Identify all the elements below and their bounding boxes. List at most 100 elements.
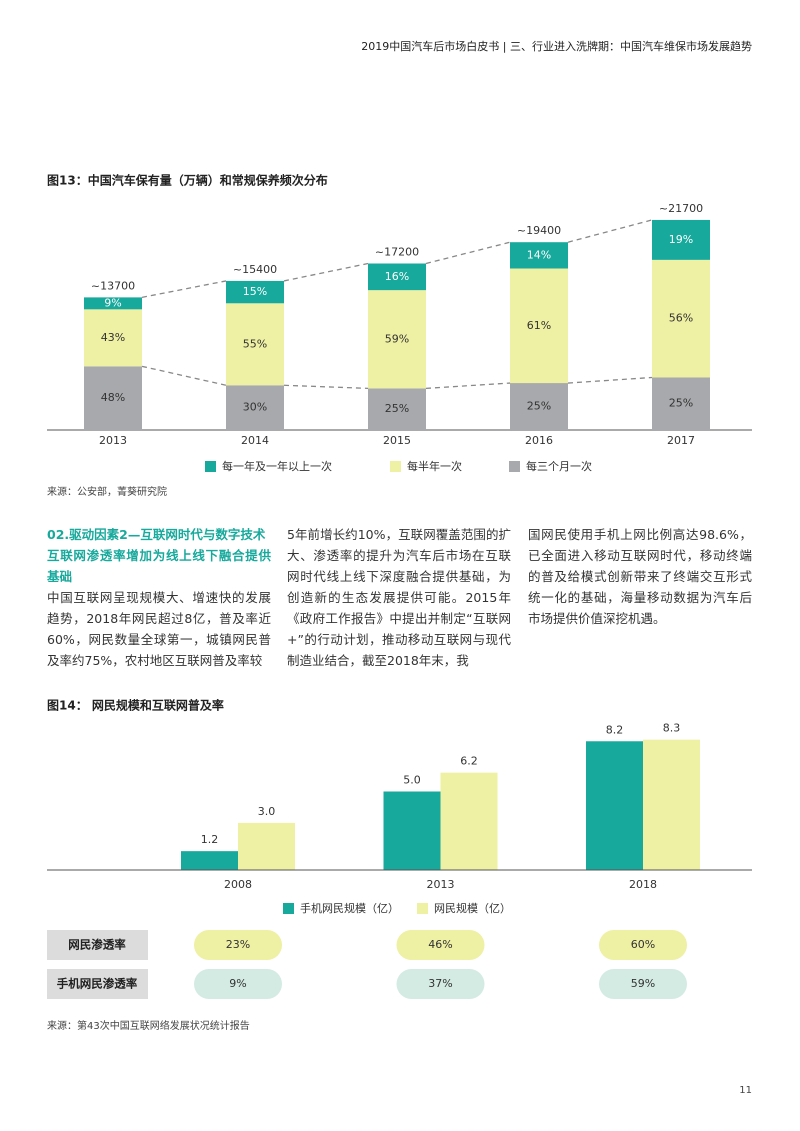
pill: [599, 930, 687, 960]
x-tick-label: 2014: [241, 434, 269, 447]
value-label: 15%: [243, 285, 267, 298]
connector-line: [283, 262, 369, 282]
bar-segment: [510, 383, 568, 430]
total-label: ~17200: [375, 246, 419, 259]
section-heading: 02.驱动因素2—互联网时代与数字技术: [47, 527, 266, 542]
value-label: 25%: [385, 402, 409, 415]
chart-title: 图14： 网民规模和互联网普及率: [47, 698, 224, 713]
value-label: 6.2: [460, 755, 478, 768]
bar-segment: [84, 366, 142, 430]
value-label: 9%: [104, 296, 121, 309]
value-label: 3.0: [258, 805, 276, 818]
row-label: 手机网民渗透率: [57, 977, 138, 991]
value-label: 5.0: [403, 774, 421, 787]
legend-swatch: [417, 903, 428, 914]
legend-swatch: [509, 461, 520, 472]
legend-label: 网民规模（亿）: [434, 901, 511, 915]
connector-line: [425, 241, 511, 265]
bar-segment: [226, 303, 284, 386]
connector-line: [283, 384, 369, 390]
value-label: 43%: [101, 331, 125, 344]
section-subheading: 互联网渗透率增加为线上线下融合提供基础: [47, 548, 271, 584]
bar-segment: [84, 309, 142, 367]
pill: [599, 969, 687, 999]
bar-segment: [652, 219, 710, 260]
legend-label: 每一年及一年以上一次: [222, 459, 332, 473]
value-label: 30%: [243, 401, 267, 414]
connector-line: [567, 219, 653, 243]
row-label: 网民渗透率: [68, 938, 126, 952]
value-label: 25%: [527, 400, 551, 413]
bar-segment: [226, 280, 284, 304]
bar-segment: [84, 297, 142, 310]
bar: [643, 739, 700, 870]
legend-swatch: [283, 903, 294, 914]
bar: [586, 741, 643, 870]
value-label: 56%: [669, 312, 693, 325]
value-label: 8.3: [663, 722, 681, 735]
table-cell: 37%: [428, 977, 452, 990]
value-label: 25%: [669, 397, 693, 410]
row-label-box: [47, 969, 148, 999]
page-number: 11: [739, 1085, 752, 1096]
table-cell: 23%: [226, 938, 250, 951]
value-label: 14%: [527, 248, 551, 261]
value-label: 16%: [385, 270, 409, 283]
bar-segment: [652, 377, 710, 430]
table-cell: 9%: [229, 977, 246, 990]
connector-line: [141, 365, 227, 386]
value-label: 8.2: [606, 723, 624, 736]
pill: [396, 969, 485, 999]
paragraph: 5年前增长约10%，互联网覆盖范围的扩大、渗透率的提升为汽车后市场在互联网时代线…: [287, 527, 511, 668]
paragraph: 中国互联网呈现规模大、增速快的发展趋势，2018年网民超过8亿，普及率近60%，…: [47, 590, 271, 668]
bar: [181, 851, 238, 870]
value-label: 19%: [669, 233, 693, 246]
row-label-box: [47, 930, 148, 960]
bar-segment: [510, 242, 568, 269]
legend-label: 每三个月一次: [526, 459, 592, 473]
bar-segment: [368, 388, 426, 430]
text-column: 02.驱动因素2—互联网时代与数字技术 互联网渗透率增加为线上线下融合提供基础 …: [47, 524, 271, 671]
pill: [194, 930, 282, 960]
value-label: 55%: [243, 337, 267, 350]
value-label: 1.2: [201, 833, 219, 846]
connector-line: [425, 382, 511, 390]
pill: [194, 969, 282, 999]
bar-segment: [226, 385, 284, 430]
total-label: ~15400: [233, 263, 277, 276]
x-tick-label: 2008: [224, 878, 252, 891]
x-tick-label: 2018: [629, 878, 657, 891]
table-cell: 46%: [428, 938, 452, 951]
x-tick-label: 2013: [427, 878, 455, 891]
paragraph: 国网民使用手机上网比例高达98.6%，已全面进入移动互联网时代，移动终端的普及给…: [528, 527, 752, 626]
legend-label: 每半年一次: [407, 459, 462, 473]
bar-segment: [368, 290, 426, 389]
total-label: ~21700: [659, 202, 703, 215]
value-label: 59%: [385, 332, 409, 345]
bar-segment: [510, 268, 568, 384]
x-tick-label: 2016: [525, 434, 553, 447]
header: 2019中国汽车后市场白皮书 | 三、行业进入洗牌期：中国汽车维保市场发展趋势: [361, 39, 752, 53]
table-cell: 59%: [631, 977, 655, 990]
bar: [238, 822, 295, 870]
value-label: 61%: [527, 319, 551, 332]
bar: [383, 791, 441, 870]
source: 来源：第43次中国互联网络发展状况统计报告: [47, 1019, 250, 1032]
connector-line: [567, 376, 653, 384]
bar-segment: [368, 263, 426, 291]
connector-line: [141, 280, 227, 299]
legend-swatch: [205, 461, 216, 472]
source: 来源：公安部，菁葵研究院: [47, 485, 167, 498]
total-label: ~13700: [91, 279, 135, 292]
total-label: ~19400: [517, 224, 561, 237]
x-tick-label: 2015: [383, 434, 411, 447]
x-tick-label: 2017: [667, 434, 695, 447]
bar: [440, 772, 498, 870]
pill: [396, 930, 485, 960]
table-cell: 60%: [631, 938, 655, 951]
bar-segment: [652, 259, 710, 378]
chart-title: 图13：中国汽车保有量（万辆）和常规保养频次分布: [47, 173, 328, 188]
value-label: 48%: [101, 391, 125, 404]
